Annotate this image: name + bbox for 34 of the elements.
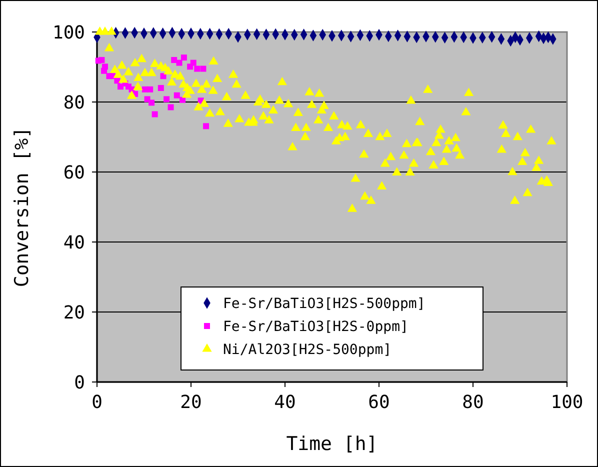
point [176,60,182,66]
x-tick-label: 80 [462,392,484,413]
y-tick-label: 0 [74,372,85,394]
point [171,57,178,63]
point [101,68,108,74]
y-tick-label: 20 [63,302,85,324]
x-axis-title: Time [h] [286,433,378,455]
x-tick-label: 0 [92,392,102,413]
point [180,54,187,61]
point [158,85,164,91]
point [200,66,206,72]
point [148,100,155,106]
x-tick-label: 20 [180,392,202,413]
point [174,92,180,98]
point [98,57,105,63]
point [190,60,196,66]
y-tick-label: 60 [63,162,85,184]
legend-label: Ni/Al2O3[H2S-500ppm] [223,342,392,358]
y-tick-label: 40 [63,232,85,254]
point [203,123,210,130]
x-tick-label: 60 [368,392,390,413]
point [152,111,158,118]
point [194,66,200,72]
x-tick-label: 100 [550,392,584,413]
legend-label: Fe-Sr/BaTiO3[H2S-0ppm] [223,318,408,335]
point [168,104,174,110]
y-axis-title: Conversion [%] [11,126,33,288]
point [164,96,170,102]
legend-label: Fe-Sr/BaTiO3[H2S-500ppm] [223,296,426,312]
x-tick-label: 40 [274,392,296,413]
point [180,96,186,103]
point [147,86,154,92]
y-tick-label: 100 [52,22,85,44]
y-tick-label: 80 [63,92,85,114]
